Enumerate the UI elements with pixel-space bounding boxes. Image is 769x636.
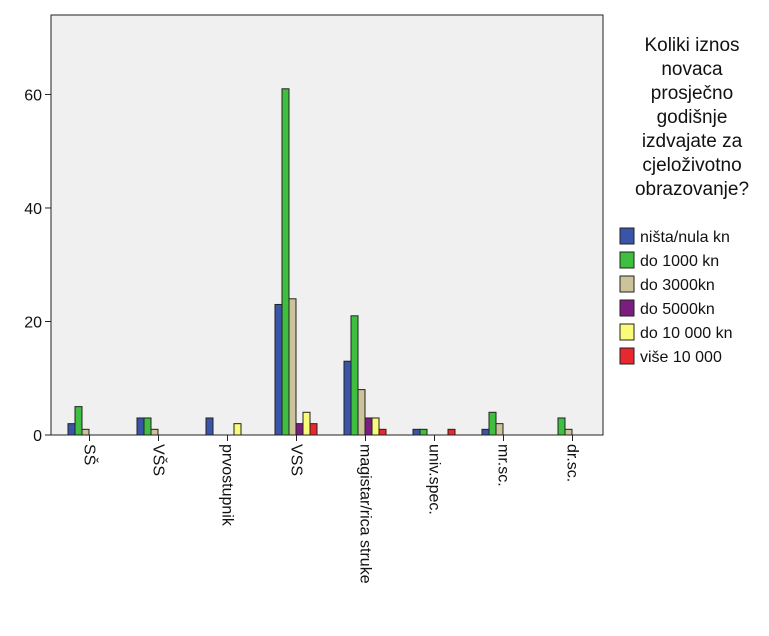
bar <box>488 411 497 436</box>
legend-entry: do 10 000 kn <box>640 325 733 342</box>
legend-swatch <box>619 323 635 341</box>
legend-title-line: izdvajate za <box>642 131 743 152</box>
legend-entry: do 1000 kn <box>640 253 719 270</box>
bar <box>309 423 318 436</box>
legend-title-line: prosječno <box>651 83 733 104</box>
bar <box>557 417 566 436</box>
y-axis: 0 20 40 60 <box>24 87 51 445</box>
bar <box>233 423 242 436</box>
bar <box>281 88 290 436</box>
y-tick-label: 20 <box>24 314 42 331</box>
legend-entry: više 10 000 <box>640 349 722 366</box>
bar <box>419 428 428 436</box>
legend-swatch <box>619 347 635 365</box>
legend-title-line: godišnje <box>657 107 728 128</box>
x-category-label: magistar/rica struke <box>357 444 374 584</box>
bar <box>357 389 366 436</box>
bar <box>371 417 380 436</box>
legend-title-line: novaca <box>661 59 723 80</box>
bar <box>447 428 456 436</box>
bar <box>343 360 352 436</box>
y-tick-label: 0 <box>33 428 42 445</box>
bar <box>412 428 421 436</box>
x-category-label: mr.sc. <box>495 444 512 487</box>
legend-title-line: Koliki iznos <box>644 35 739 56</box>
bar <box>74 406 83 436</box>
x-category-label: SŠ <box>81 444 100 465</box>
legend-entry: ništa/nula kn <box>640 229 730 246</box>
bar <box>378 428 387 436</box>
bar <box>302 411 311 436</box>
legend-swatch <box>619 299 635 317</box>
legend-swatch <box>619 275 635 293</box>
legend-entry: do 5000kn <box>640 301 715 318</box>
plot-area <box>50 14 604 436</box>
legend-swatch <box>619 251 635 269</box>
legend: Koliki iznos novaca prosječno godišnje izdva… <box>619 35 749 366</box>
y-tick-label: 40 <box>24 201 42 218</box>
x-category-label: prvostupnik <box>219 444 236 527</box>
bar <box>364 417 373 436</box>
bar <box>495 423 504 436</box>
bar <box>81 428 90 436</box>
bars <box>67 88 573 436</box>
bar <box>564 428 573 436</box>
bar <box>481 428 490 436</box>
bar <box>274 303 283 436</box>
x-category-label: univ.spec. <box>426 444 443 515</box>
bar <box>150 428 159 436</box>
legend-entry: do 3000kn <box>640 277 715 294</box>
bar <box>136 417 145 436</box>
legend-swatch <box>619 227 635 245</box>
bar <box>143 417 152 436</box>
legend-title-line: obrazovanje? <box>635 179 749 200</box>
bar <box>67 423 76 436</box>
x-axis: SŠ VŠS prvostupnik VSS magistar/rica struke u… <box>81 435 581 584</box>
bar <box>295 423 304 436</box>
bar <box>288 298 297 436</box>
x-category-label: dr.sc. <box>564 444 581 482</box>
x-category-label: VŠS <box>150 444 169 476</box>
bar <box>350 315 359 436</box>
x-category-label: VSS <box>288 444 305 476</box>
legend-title-line: cjeloživotno <box>642 155 741 176</box>
bar <box>205 417 214 436</box>
y-tick-label: 60 <box>24 87 42 104</box>
